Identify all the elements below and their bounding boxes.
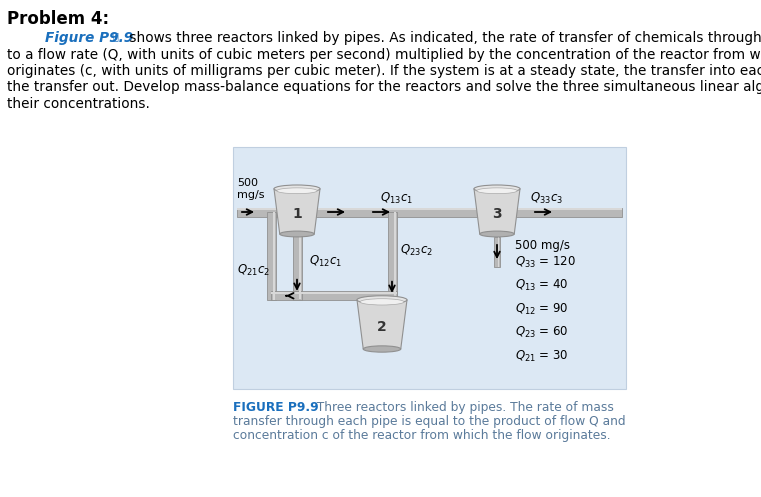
Polygon shape <box>474 189 520 234</box>
Text: 3: 3 <box>492 207 501 221</box>
Text: transfer through each pipe is equal to the product of flow Q and: transfer through each pipe is equal to t… <box>233 415 626 428</box>
Ellipse shape <box>280 231 314 237</box>
Text: $Q_{33}c_3$: $Q_{33}c_3$ <box>530 191 564 206</box>
FancyBboxPatch shape <box>495 237 500 267</box>
Text: originates (c, with units of milligrams per cubic meter). If the system is at a : originates (c, with units of milligrams … <box>7 64 761 78</box>
FancyBboxPatch shape <box>292 235 301 299</box>
Ellipse shape <box>274 185 320 192</box>
FancyBboxPatch shape <box>292 291 396 300</box>
Ellipse shape <box>474 185 520 192</box>
FancyBboxPatch shape <box>237 208 285 210</box>
Text: 500
mg/s: 500 mg/s <box>237 178 265 200</box>
FancyBboxPatch shape <box>273 212 275 300</box>
Text: 1: 1 <box>292 207 302 221</box>
Text: $Q_{33}$ = 120
$Q_{13}$ = 40
$Q_{12}$ = 90
$Q_{23}$ = 60
$Q_{21}$ = 30: $Q_{33}$ = 120 $Q_{13}$ = 40 $Q_{12}$ = … <box>515 255 576 363</box>
FancyBboxPatch shape <box>266 212 275 300</box>
FancyBboxPatch shape <box>515 208 622 210</box>
FancyBboxPatch shape <box>315 208 479 210</box>
FancyBboxPatch shape <box>292 292 396 294</box>
Ellipse shape <box>479 231 514 237</box>
Text: $Q_{13}c_1$: $Q_{13}c_1$ <box>380 191 413 206</box>
FancyBboxPatch shape <box>299 235 301 299</box>
Polygon shape <box>357 300 407 349</box>
Text: the transfer out. Develop mass-balance equations for the reactors and solve the : the transfer out. Develop mass-balance e… <box>7 81 761 94</box>
Ellipse shape <box>476 188 517 194</box>
FancyBboxPatch shape <box>271 291 301 300</box>
Polygon shape <box>274 189 320 234</box>
FancyBboxPatch shape <box>394 212 396 299</box>
Ellipse shape <box>277 188 317 194</box>
Text: $Q_{21}c_2$: $Q_{21}c_2$ <box>237 262 269 278</box>
FancyBboxPatch shape <box>315 208 479 217</box>
Text: Three reactors linked by pipes. The rate of mass: Three reactors linked by pipes. The rate… <box>309 401 614 414</box>
Ellipse shape <box>357 296 407 304</box>
FancyBboxPatch shape <box>387 212 396 299</box>
Text: to a flow rate (Q, with units of cubic meters per second) multiplied by the conc: to a flow rate (Q, with units of cubic m… <box>7 48 761 62</box>
Text: Problem 4:: Problem 4: <box>7 10 109 28</box>
Text: 500 mg/s: 500 mg/s <box>515 239 570 252</box>
Text: their concentrations.: their concentrations. <box>7 97 150 111</box>
Text: 2: 2 <box>377 320 387 334</box>
Text: FIGURE P9.9: FIGURE P9.9 <box>233 401 319 414</box>
FancyBboxPatch shape <box>233 147 626 389</box>
Text: concentration c of the reactor from which the flow originates.: concentration c of the reactor from whic… <box>233 429 610 442</box>
Text: $Q_{12}c_1$: $Q_{12}c_1$ <box>309 254 342 269</box>
FancyBboxPatch shape <box>515 208 622 217</box>
FancyBboxPatch shape <box>498 237 499 267</box>
Text: Figure P9.9: Figure P9.9 <box>45 31 133 45</box>
Text: Ⓛ: Ⓛ <box>113 31 119 41</box>
FancyBboxPatch shape <box>237 208 285 217</box>
Ellipse shape <box>360 299 404 305</box>
Text: shows three reactors linked by pipes. As indicated, the rate of transfer of chem: shows three reactors linked by pipes. As… <box>125 31 761 45</box>
Text: $Q_{23}c_2$: $Q_{23}c_2$ <box>400 243 433 258</box>
FancyBboxPatch shape <box>271 292 301 294</box>
Ellipse shape <box>363 346 401 352</box>
